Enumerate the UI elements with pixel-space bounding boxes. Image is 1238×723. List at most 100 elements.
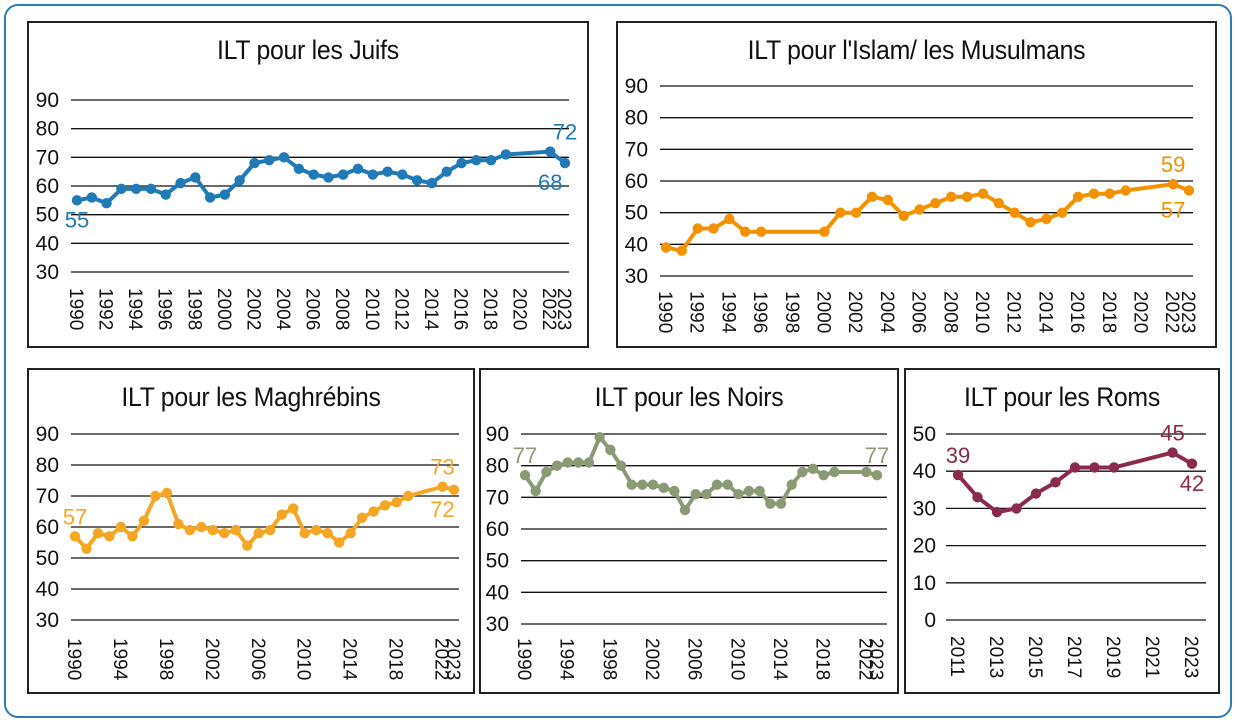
y-tick-label: 60: [486, 518, 509, 541]
y-tick-label: 50: [36, 547, 59, 570]
data-point: [545, 146, 556, 157]
x-tick-label: 2010: [361, 288, 382, 330]
x-tick-label: 2018: [385, 638, 406, 680]
data-point: [310, 524, 322, 536]
data-point: [1104, 188, 1115, 199]
data-label: 57: [63, 504, 87, 529]
data-point: [786, 479, 797, 490]
data-point: [104, 531, 115, 542]
data-point: [914, 204, 925, 215]
x-tick-label: 1998: [781, 291, 802, 333]
x-tick-label: 2021: [1141, 636, 1162, 678]
data-point: [722, 479, 733, 490]
data-point: [471, 155, 482, 166]
data-point: [500, 149, 512, 160]
y-tick-label: 80: [36, 454, 59, 477]
data-point: [71, 195, 83, 206]
data-point: [647, 479, 659, 490]
x-tick-label: 2023: [1180, 636, 1201, 678]
data-point: [293, 163, 305, 174]
x-tick-label: 1996: [154, 288, 175, 330]
data-point: [993, 197, 1005, 209]
x-tick-label: 2020: [1129, 291, 1150, 333]
x-tick-label: 2012: [390, 288, 411, 330]
data-label: 72: [553, 120, 577, 145]
data-point: [1108, 462, 1120, 473]
data-point: [898, 210, 909, 222]
data-point: [116, 183, 127, 195]
data-point: [1167, 178, 1179, 190]
data-point: [81, 543, 92, 554]
x-tick-label: 2018: [812, 638, 833, 680]
data-label: 57: [1161, 198, 1185, 223]
y-tick-label: 80: [486, 455, 509, 478]
data-point: [1072, 191, 1084, 203]
data-point: [397, 169, 408, 180]
x-tick-label: 2006: [684, 638, 705, 680]
y-tick-label: 30: [913, 497, 936, 520]
data-point: [594, 431, 605, 443]
y-tick-label: 30: [625, 265, 648, 288]
data-point: [551, 460, 563, 471]
data-point: [660, 242, 672, 253]
x-tick-label: 2014: [339, 638, 360, 681]
x-tick-label: 1994: [717, 291, 738, 334]
data-point: [242, 540, 253, 551]
data-point: [138, 515, 150, 526]
data-label: 55: [65, 207, 89, 232]
data-point: [818, 469, 829, 481]
data-point: [972, 492, 983, 503]
x-tick-label: 2004: [876, 291, 897, 334]
x-tick-label: 2023: [865, 638, 886, 680]
data-point: [299, 528, 310, 539]
x-tick-label: 2022: [431, 638, 452, 680]
data-point: [755, 226, 767, 237]
data-point: [605, 444, 616, 456]
y-tick-label: 50: [486, 550, 509, 573]
data-point: [1025, 216, 1036, 228]
data-point: [850, 207, 862, 218]
data-point: [1011, 503, 1022, 514]
data-point: [835, 207, 846, 218]
series-line: [956, 450, 1194, 515]
data-point: [1089, 462, 1100, 473]
y-tick-label: 0: [924, 609, 936, 632]
data-point: [946, 191, 957, 203]
x-tick-label: 2006: [908, 291, 929, 333]
chart-panel-islam: ILT pour l'Islam/ les Musulmans 30 40 50 60…: [616, 21, 1217, 348]
data-point: [530, 485, 541, 497]
data-point: [754, 485, 765, 497]
data-point: [150, 490, 161, 502]
y-tick-label: 90: [486, 423, 509, 446]
data-point: [190, 172, 201, 183]
x-tick-label: 1992: [686, 291, 707, 333]
data-point: [333, 537, 345, 548]
data-point: [519, 469, 531, 481]
chart-svg-maghrebins: 30 40 50 60 70 80 90 1990 1994 1998 2002 2006 2010 20…: [36, 423, 463, 681]
data-point: [583, 457, 595, 468]
data-point: [559, 157, 571, 169]
x-tick-label: 2002: [201, 638, 222, 680]
x-tick-label: 2010: [293, 638, 314, 680]
x-tick-label: 1992: [95, 288, 116, 330]
data-label: 68: [538, 170, 562, 195]
x-tick-label: 1994: [124, 288, 145, 331]
data-point: [234, 175, 245, 186]
x-tick-label: 1996: [749, 291, 770, 333]
data-point: [101, 198, 112, 209]
x-tick-label: 2002: [242, 288, 263, 330]
y-tick-label: 40: [36, 578, 59, 601]
data-point: [448, 484, 460, 495]
data-point: [743, 485, 755, 497]
outer-frame: [4, 4, 1232, 718]
data-point: [127, 531, 138, 542]
data-point: [249, 157, 260, 169]
data-point: [308, 169, 319, 180]
x-tick-label: 2008: [331, 288, 352, 330]
data-point: [1183, 185, 1195, 196]
chart-panel-maghrebins: ILT pour les Maghrébins 30 40 50 60 70 80 90 19…: [27, 368, 475, 694]
x-tick-label: 2015: [1024, 636, 1045, 678]
x-tick-label: 1990: [63, 638, 84, 680]
chart-title: ILT pour l'Islam/ les Musulmans: [747, 35, 1086, 65]
x-tick-label: 2010: [726, 638, 747, 680]
